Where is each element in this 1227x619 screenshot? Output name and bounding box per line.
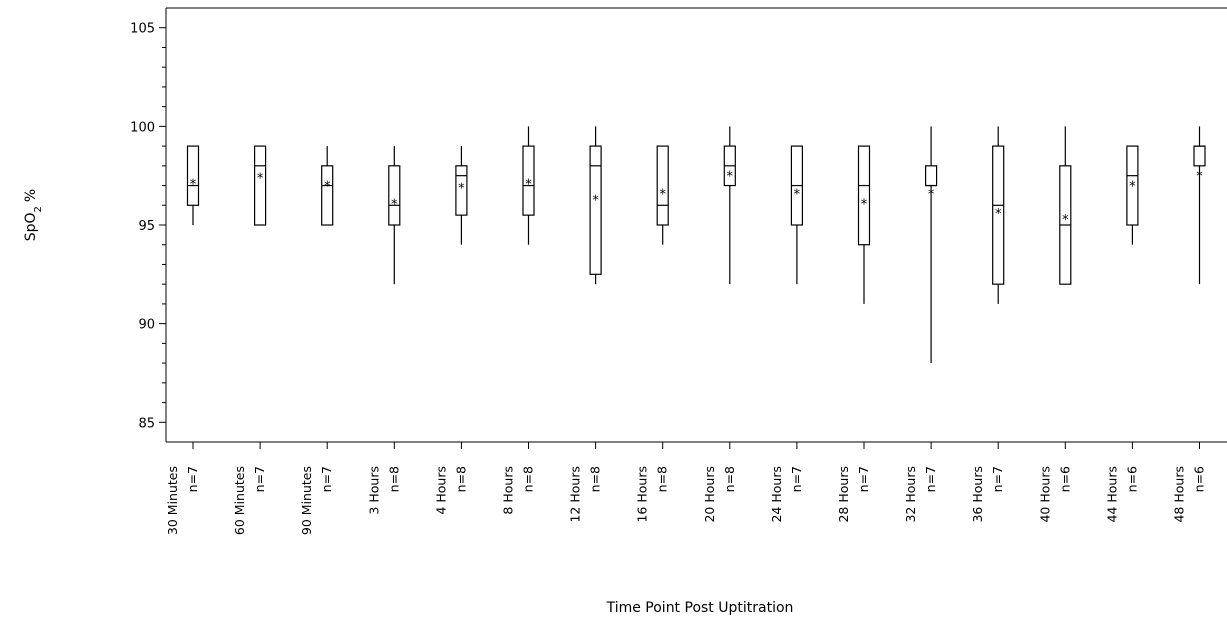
box-iqr (388, 165, 401, 226)
x-category-count: n=7 (990, 466, 1005, 492)
box-series: * * * * * * * * * * * * * * * * (186, 126, 1206, 364)
box-group: * (388, 146, 401, 285)
x-category-count: n=6 (1124, 466, 1139, 492)
box-iqr (455, 165, 468, 216)
mean-marker: * (391, 197, 398, 212)
box-iqr (186, 145, 200, 206)
mean-marker: * (727, 170, 734, 185)
box-iqr (522, 145, 535, 216)
x-category-label: 32 Hours (903, 466, 918, 523)
box-group: * (1059, 126, 1072, 285)
x-category-label: 36 Hours (970, 466, 985, 523)
x-category-label: 8 Hours (501, 466, 516, 515)
x-category-count: n=7 (185, 466, 200, 492)
mean-marker: * (525, 178, 532, 193)
box-iqr (254, 145, 267, 226)
y-axis: 85 90 95 100 105 (130, 22, 166, 431)
y-tick-label: 90 (138, 318, 155, 333)
x-category-label: 30 Minutes (165, 466, 180, 535)
mean-marker: * (257, 172, 264, 187)
mean-marker: * (995, 207, 1002, 222)
x-category-label: 24 Hours (769, 466, 784, 523)
box-iqr (589, 145, 602, 275)
box-group: * (254, 145, 267, 226)
box-group: * (857, 145, 871, 304)
x-category-label: 4 Hours (433, 466, 448, 515)
x-category-count: n=7 (789, 466, 804, 492)
x-category-label: 28 Hours (836, 466, 851, 523)
x-category-count: n=7 (319, 466, 334, 492)
box-iqr (924, 165, 938, 187)
box-group: * (723, 126, 736, 285)
y-tick-label: 100 (130, 120, 155, 135)
x-category-count: n=6 (1057, 466, 1072, 492)
x-category-count: n=8 (386, 466, 401, 492)
x-category-label: 40 Hours (1037, 466, 1052, 523)
box-group: * (1126, 145, 1139, 245)
box-group: * (992, 126, 1005, 304)
x-category-label: 12 Hours (568, 466, 583, 523)
box-group: * (455, 146, 468, 245)
mean-marker: * (794, 187, 801, 202)
y-tick-label: 105 (130, 22, 155, 37)
x-category-count: n=7 (923, 466, 938, 492)
x-category-label: 16 Hours (635, 466, 650, 523)
x-category-count: n=8 (722, 466, 737, 492)
mean-marker: * (190, 178, 197, 193)
box-iqr (992, 145, 1005, 285)
mean-marker: * (1062, 213, 1069, 228)
mean-marker: * (1196, 170, 1203, 185)
mean-marker: * (324, 180, 331, 195)
x-category-count: n=8 (588, 466, 603, 492)
box-iqr (1126, 145, 1139, 226)
x-axis: 30 Minutes n=7 60 Minutes n=7 90 Minutes n=7 3… (165, 442, 1207, 535)
mean-marker: * (1129, 180, 1136, 195)
x-axis-title: Time Point Post Uptitration (606, 600, 794, 616)
x-category-count: n=8 (655, 466, 670, 492)
box-group: * (522, 126, 535, 245)
y-tick-label: 85 (138, 416, 155, 431)
x-category-label: 60 Minutes (232, 466, 247, 535)
x-category-count: n=6 (1192, 466, 1207, 492)
x-category-label: 48 Hours (1172, 466, 1187, 523)
y-tick-label: 95 (138, 219, 155, 234)
mean-marker: * (659, 187, 666, 202)
x-category-count: n=8 (521, 466, 536, 492)
mean-marker: * (458, 182, 465, 197)
mean-marker: * (861, 197, 868, 212)
box-group: * (790, 145, 804, 285)
mean-marker: * (592, 193, 599, 208)
box-iqr (1193, 145, 1206, 167)
box-iqr (656, 145, 669, 226)
box-iqr (321, 165, 334, 226)
box-group: * (924, 126, 938, 364)
x-category-count: n=7 (252, 466, 267, 492)
mean-marker: * (928, 187, 935, 202)
y-axis-title: SpO2% (23, 189, 44, 241)
x-category-count: n=8 (453, 466, 468, 492)
box-group: * (1193, 126, 1206, 285)
x-category-label: 20 Hours (702, 466, 717, 523)
box-iqr (857, 145, 871, 246)
box-group: * (656, 145, 669, 245)
box-group: * (186, 145, 200, 225)
x-category-label: 44 Hours (1104, 466, 1119, 523)
x-category-count: n=7 (856, 466, 871, 492)
box-group: * (589, 126, 602, 285)
x-category-label: 90 Minutes (299, 466, 314, 535)
box-group: * (321, 146, 334, 226)
x-category-label: 3 Hours (366, 466, 381, 515)
